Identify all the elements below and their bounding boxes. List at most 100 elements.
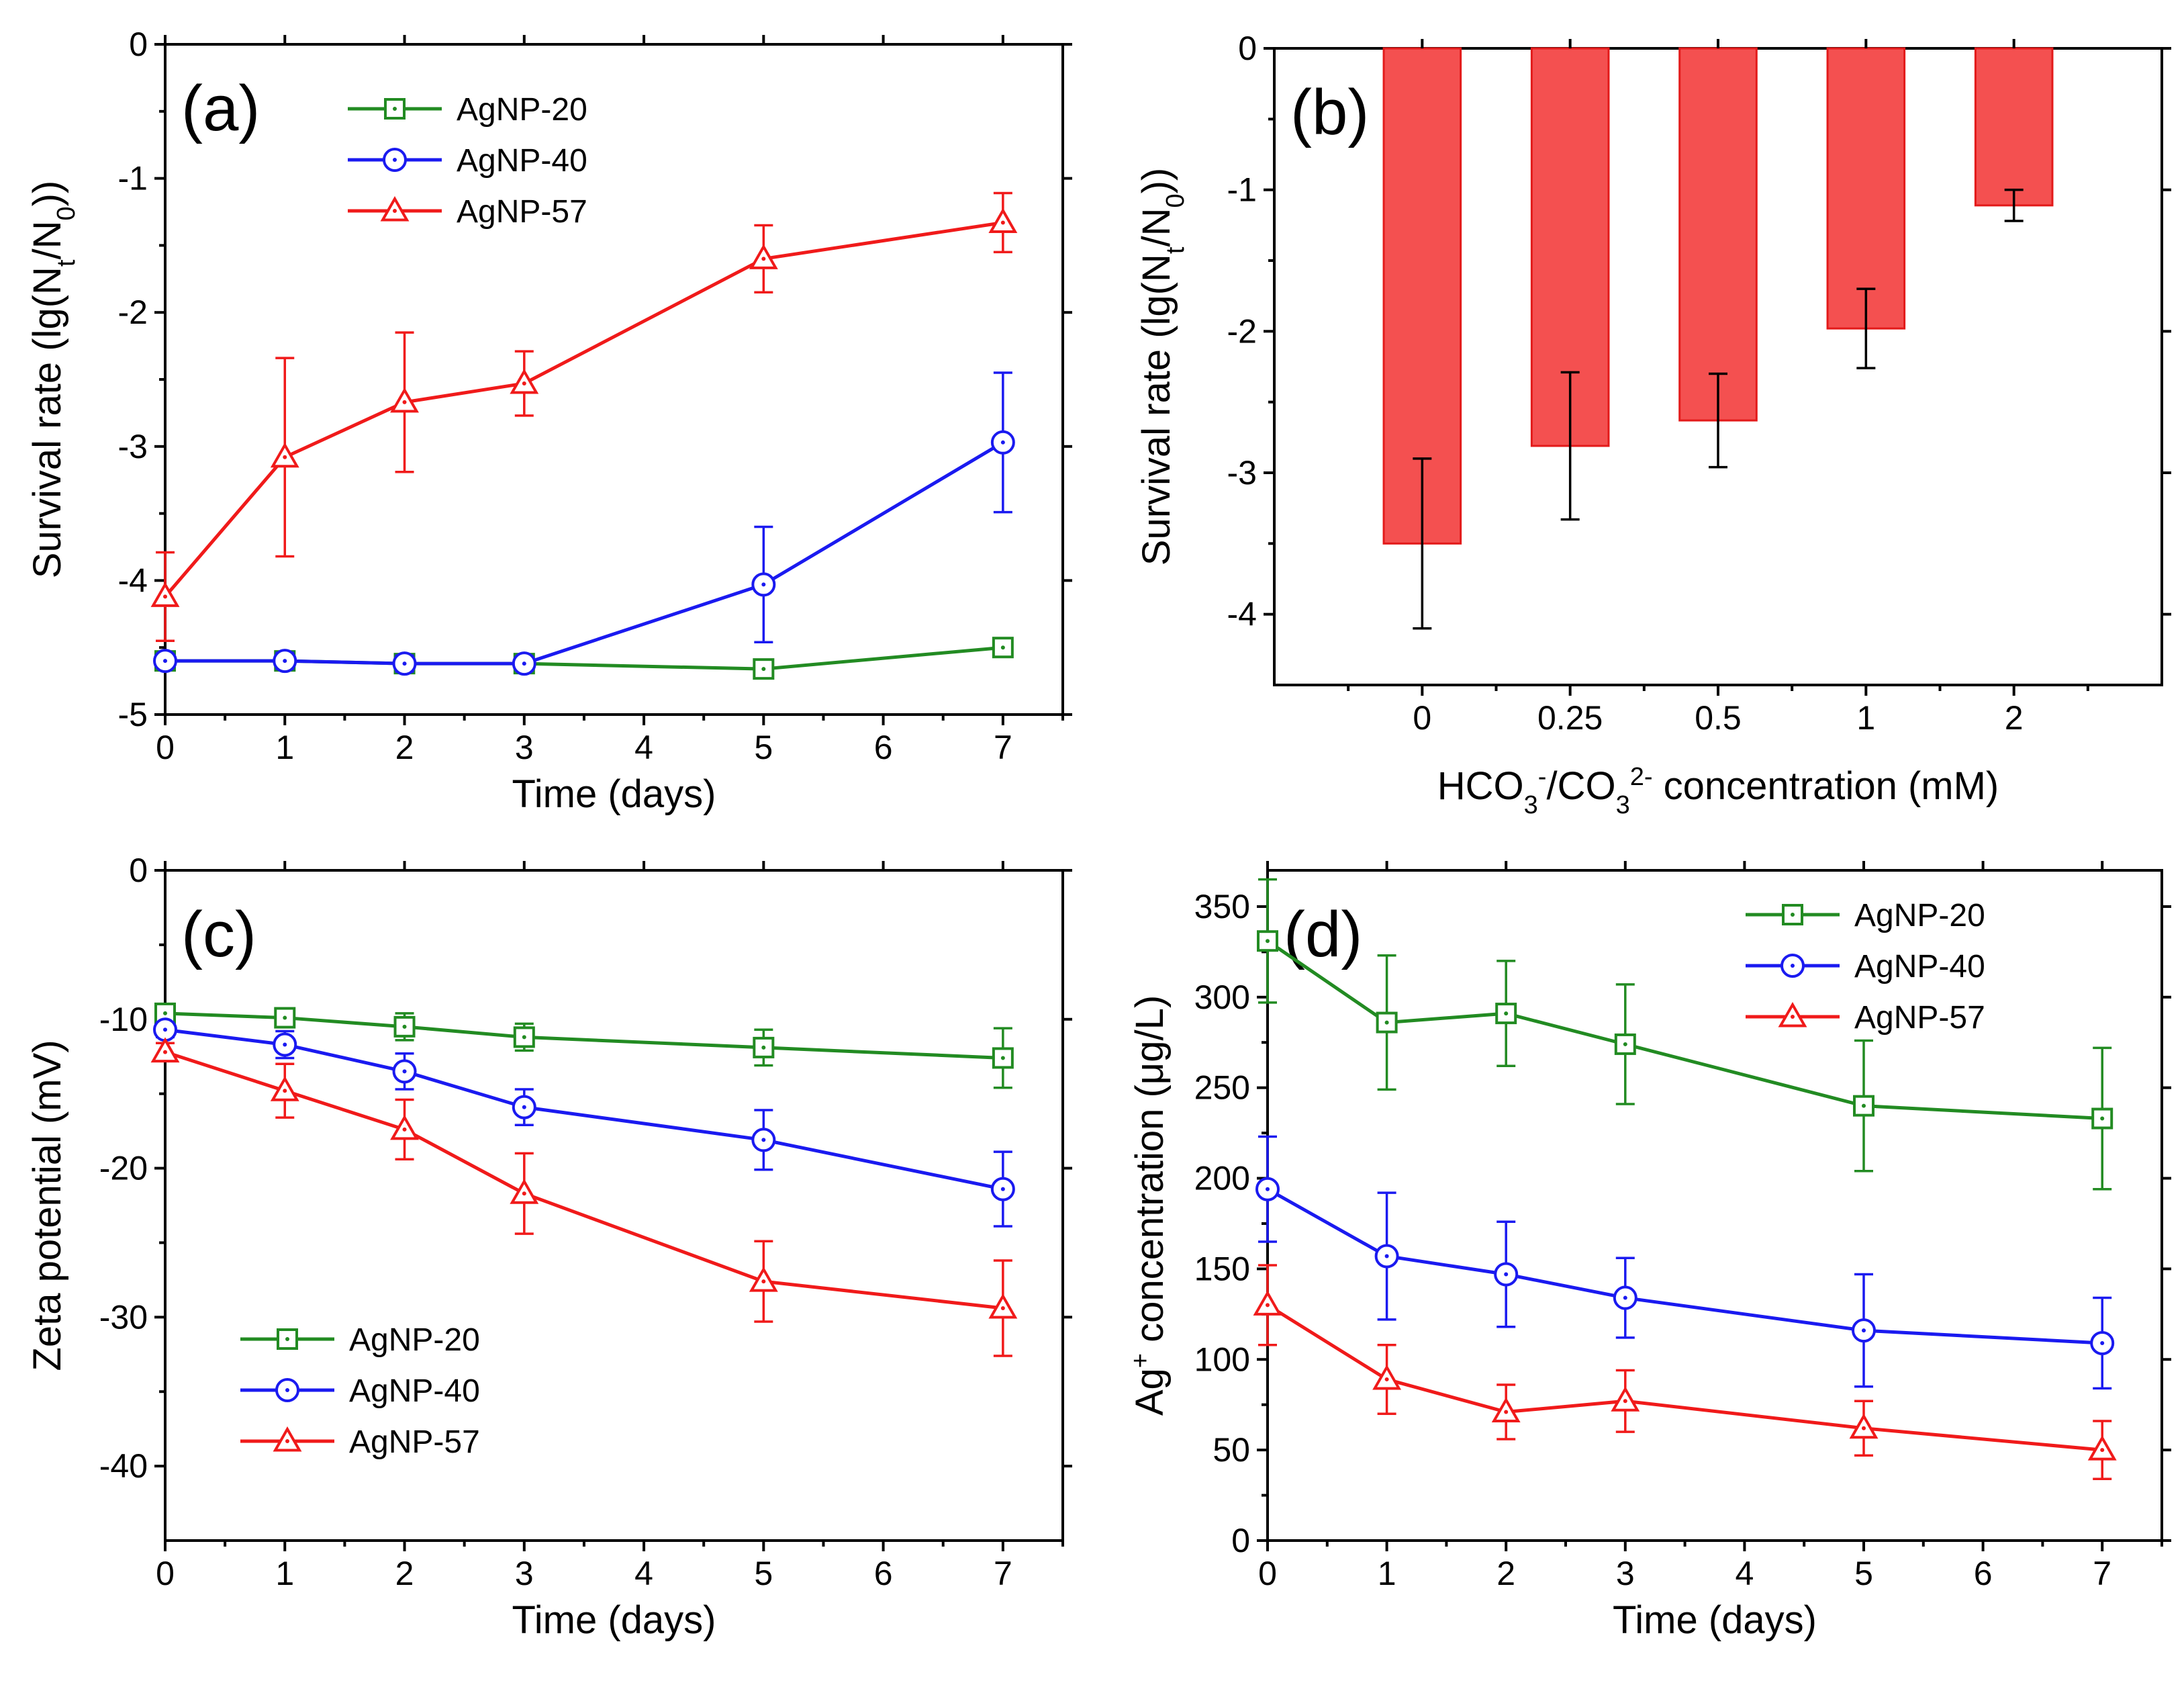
panel-d-x-tick-label: 4 (1735, 1555, 1754, 1592)
panel-a-data-point-dot (1000, 220, 1005, 225)
panel-a-y-tick-label: -2 (118, 293, 148, 331)
panel-c-data-point-dot (163, 1027, 167, 1032)
panel-b-x-axis-title-part: - (1538, 763, 1547, 791)
panel-a-legend-marker-dot (393, 209, 397, 213)
panel-a-y-axis-title-part: )) (26, 181, 69, 207)
panel-a-series-line (165, 441, 1004, 666)
panel-a-x-tick-label: 7 (994, 729, 1012, 766)
panel-b-x-tick-label: 0.25 (1537, 699, 1603, 737)
panel-c-data-point-dot (283, 1042, 287, 1047)
panel-a-series-line (164, 220, 1004, 598)
panel-b-bar (1826, 47, 1906, 330)
panel-b-x-axis-title-part: 2- (1630, 763, 1653, 791)
panel-a-y-axis-title-part: t (52, 259, 81, 267)
panel-a-y-tick-label: -4 (118, 561, 148, 599)
panel-a-data-point-dot (402, 400, 407, 404)
panel-c-x-tick-label: 2 (395, 1555, 414, 1592)
panel-d-y-tick-label: 200 (1194, 1160, 1250, 1197)
panel-c-series-agnp-20 (154, 1002, 1014, 1089)
panel-c-panel-label: (c) (181, 899, 256, 970)
panel-d-y-tick-label: 0 (1231, 1522, 1250, 1559)
panel-d-legend-entry: AgNP-57 (1746, 1000, 1985, 1036)
panel-b-y-tick-label: -4 (1227, 596, 1257, 633)
panel-a-y-tick-label: -3 (118, 428, 148, 465)
panel-a-legend-marker-dot (393, 107, 397, 111)
panel-a-data-point-dot (1000, 440, 1005, 445)
panel-c-x-tick-label: 1 (275, 1555, 294, 1592)
panel-c-zeta-potential-chart: 0 1 2 3 4 5 6 7 0 -10 -20 -30 -40 Time (days) Zeta pot… (26, 852, 1072, 1642)
panel-d-panel-label: (d) (1284, 899, 1362, 970)
panel-d-data-point-dot (2100, 1116, 2105, 1121)
panel-c-series-line (164, 1027, 1004, 1191)
panel-c-legend-marker-dot (285, 1337, 289, 1341)
panel-d-x-axis-title: Time (days) (1613, 1598, 1817, 1642)
panel-c-y-tick-label: -10 (99, 1001, 148, 1038)
panel-c-y-tick-label: -40 (99, 1447, 148, 1485)
panel-a-data-point-dot (761, 667, 766, 672)
panel-b-x-axis-title-part: /CO (1546, 764, 1615, 808)
panel-d-legend-label: AgNP-57 (1854, 1000, 1985, 1036)
panel-a-panel-label: (a) (181, 73, 260, 144)
panel-c-legend-label: AgNP-57 (349, 1424, 480, 1460)
panel-b-y-axis-title-part: /N (1135, 208, 1178, 247)
panel-b-x-axis-title-part: concentration (mM) (1653, 764, 1999, 808)
panel-d-x-tick-label: 0 (1258, 1555, 1277, 1592)
panel-d-data-point-dot (1623, 1399, 1627, 1404)
panel-a-x-tick-label: 0 (156, 729, 175, 766)
panel-d-plot-frame (1266, 869, 2163, 1542)
panel-c-legend-entry: AgNP-20 (240, 1322, 480, 1358)
panel-c-data-point (274, 1007, 296, 1029)
panel-c-y-tick-label: 0 (129, 852, 148, 889)
panel-a-series-agnp-40 (153, 371, 1015, 676)
panel-c-legend-marker-dot (285, 1388, 289, 1392)
panel-a-x-tick-label: 2 (395, 729, 414, 766)
panel-a-legend-label: AgNP-40 (457, 143, 587, 179)
panel-d-y-axis-title-part: + (1127, 1353, 1155, 1368)
panel-a-data-point-dot (761, 257, 766, 261)
panel-c-data-point-dot (402, 1024, 407, 1029)
panel-d-x-tick-label: 2 (1497, 1555, 1515, 1592)
panel-c-data-point-dot (163, 1050, 167, 1054)
panel-b-x-axis-title-part: 3 (1616, 791, 1630, 819)
panel-d-legend-marker-dot (1791, 1015, 1795, 1019)
panel-d-x-tick-label: 5 (1854, 1555, 1873, 1592)
panel-a-data-point-dot (163, 594, 167, 599)
panel-b-bar (1974, 47, 2054, 207)
panel-b-x-tick-label: 0.5 (1695, 699, 1742, 737)
panel-c-legend-label: AgNP-20 (349, 1322, 480, 1358)
panel-d-series-line (1266, 1303, 2103, 1452)
panel-b-y-axis-title-part: 0 (1161, 193, 1190, 208)
panel-a-y-axis-title-part: 0 (52, 206, 81, 220)
panel-d-data-point-dot (1623, 1295, 1627, 1300)
panel-a-plot-frame (164, 43, 1064, 716)
panel-d-x-tick-label: 6 (1974, 1555, 1993, 1592)
panel-d-data-point-dot (1266, 939, 1270, 944)
panel-c-data-point-dot (283, 1015, 287, 1020)
panel-a-data-point-dot (283, 659, 287, 664)
panel-a-x-tick-label: 1 (275, 729, 294, 766)
panel-d-data-point-dot (2100, 1448, 2105, 1453)
panel-a-data-point-dot (1000, 645, 1005, 650)
panel-a-data-point-dot (402, 661, 407, 666)
panel-a-data-point-dot (283, 455, 287, 459)
panel-d-y-tick-label: 250 (1194, 1069, 1250, 1107)
panel-c-data-point-dot (522, 1191, 526, 1196)
panel-b-y-axis-title-part: )) (1135, 168, 1178, 194)
panel-c-series-line (164, 1050, 1004, 1310)
panel-c-data-point-dot (283, 1089, 287, 1093)
panel-d-y-axis-title-part: Ag (1128, 1368, 1172, 1416)
panel-c-series-agnp-57 (150, 1037, 1018, 1357)
panel-d-data-point (1495, 1003, 1517, 1025)
panel-c-x-tick-label: 4 (634, 1555, 653, 1592)
panel-c-data-point-dot (761, 1279, 766, 1284)
panel-a-data-point-dot (522, 381, 526, 385)
panel-d-data-point-dot (2100, 1340, 2105, 1345)
panel-d-y-tick-label: 350 (1194, 888, 1250, 925)
panel-d-y-tick-label: 100 (1194, 1340, 1250, 1378)
panel-b-y-tick-label: -3 (1227, 454, 1257, 492)
panel-d-data-point-dot (1862, 1103, 1866, 1108)
panel-a-legend-marker-dot (393, 158, 397, 162)
panel-c-legend-label: AgNP-40 (349, 1373, 480, 1409)
